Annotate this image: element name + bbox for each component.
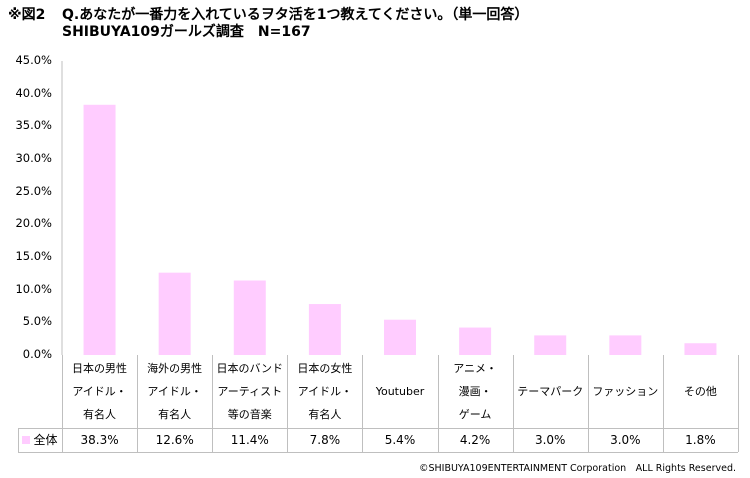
bar: [83, 104, 116, 355]
table-divider: [137, 355, 139, 452]
legend-entry: 全体: [18, 428, 62, 452]
y-tick-label: 45.0%: [15, 53, 52, 67]
data-label: 12.6%: [155, 432, 194, 447]
bar: [308, 304, 341, 355]
y-tick-label: 20.0%: [15, 216, 52, 231]
table-divider: [512, 355, 514, 452]
data-label: 5.4%: [384, 432, 416, 447]
y-tick-label: 30.0%: [15, 151, 52, 165]
y-tick-label: 25.0%: [15, 183, 52, 198]
legend-swatch: [22, 436, 31, 444]
table-divider: [738, 355, 739, 452]
table-divider: [287, 355, 289, 452]
copyright: ©SHIBUYA109ENTERTAINMENT Corporation ALL…: [418, 463, 736, 474]
table-divider: [362, 355, 364, 452]
bar: [684, 343, 717, 355]
table-divider: [212, 355, 214, 452]
data-label: 7.8%: [309, 432, 341, 447]
category-label: アニメ・ 漫画・ ゲーム: [453, 362, 497, 421]
category-label: 海外の男性 アイドル・ 有名人: [147, 362, 203, 421]
legend-label: 全体: [33, 432, 58, 447]
table-divider: [587, 355, 589, 452]
table-divider: [18, 428, 19, 452]
bar: [459, 327, 492, 355]
category-label: 日本の女性 アイドル・ 有名人: [297, 362, 353, 421]
bar: [158, 272, 191, 355]
data-label: 1.8%: [685, 432, 716, 447]
y-tick-label: 35.0%: [15, 118, 52, 133]
y-tick-label: 0.0%: [22, 347, 52, 361]
data-label: 3.0%: [534, 432, 566, 447]
category-label: 日本の男性 アイドル・ 有名人: [72, 362, 128, 421]
data-label: 38.3%: [80, 432, 119, 447]
chart-title: Q.あなたが一番力を入れているヲタ活を1つ教えてください。（単一回答）: [62, 7, 529, 23]
category-label: その他: [683, 385, 717, 398]
y-tick-label: 40.0%: [15, 85, 52, 100]
table-divider: [437, 355, 439, 452]
y-tick-label: 15.0%: [15, 249, 52, 263]
y-tick-label: 5.0%: [22, 314, 52, 329]
data-label: 4.2%: [459, 432, 491, 447]
y-tick-label: 10.0%: [15, 281, 52, 296]
bar: [384, 319, 416, 355]
chart-subtitle: SHIBUYA109ガールズ調査 N=167: [62, 24, 311, 40]
table-divider: [662, 355, 664, 452]
bar: [233, 280, 266, 355]
category-label: テーマパーク: [517, 385, 584, 398]
table-divider: [18, 428, 738, 429]
bar: [609, 335, 642, 355]
category-label: ファッション: [592, 385, 659, 398]
table-divider: [18, 452, 738, 453]
figure-number: ※図2: [8, 7, 46, 23]
table-divider: [62, 355, 63, 452]
data-label: 3.0%: [610, 432, 641, 447]
bar: [534, 335, 567, 355]
category-label: 日本のバンド アーティスト 等の音楽: [216, 362, 284, 421]
category-label: Youtuber: [375, 385, 425, 398]
data-label: 11.4%: [230, 432, 269, 447]
